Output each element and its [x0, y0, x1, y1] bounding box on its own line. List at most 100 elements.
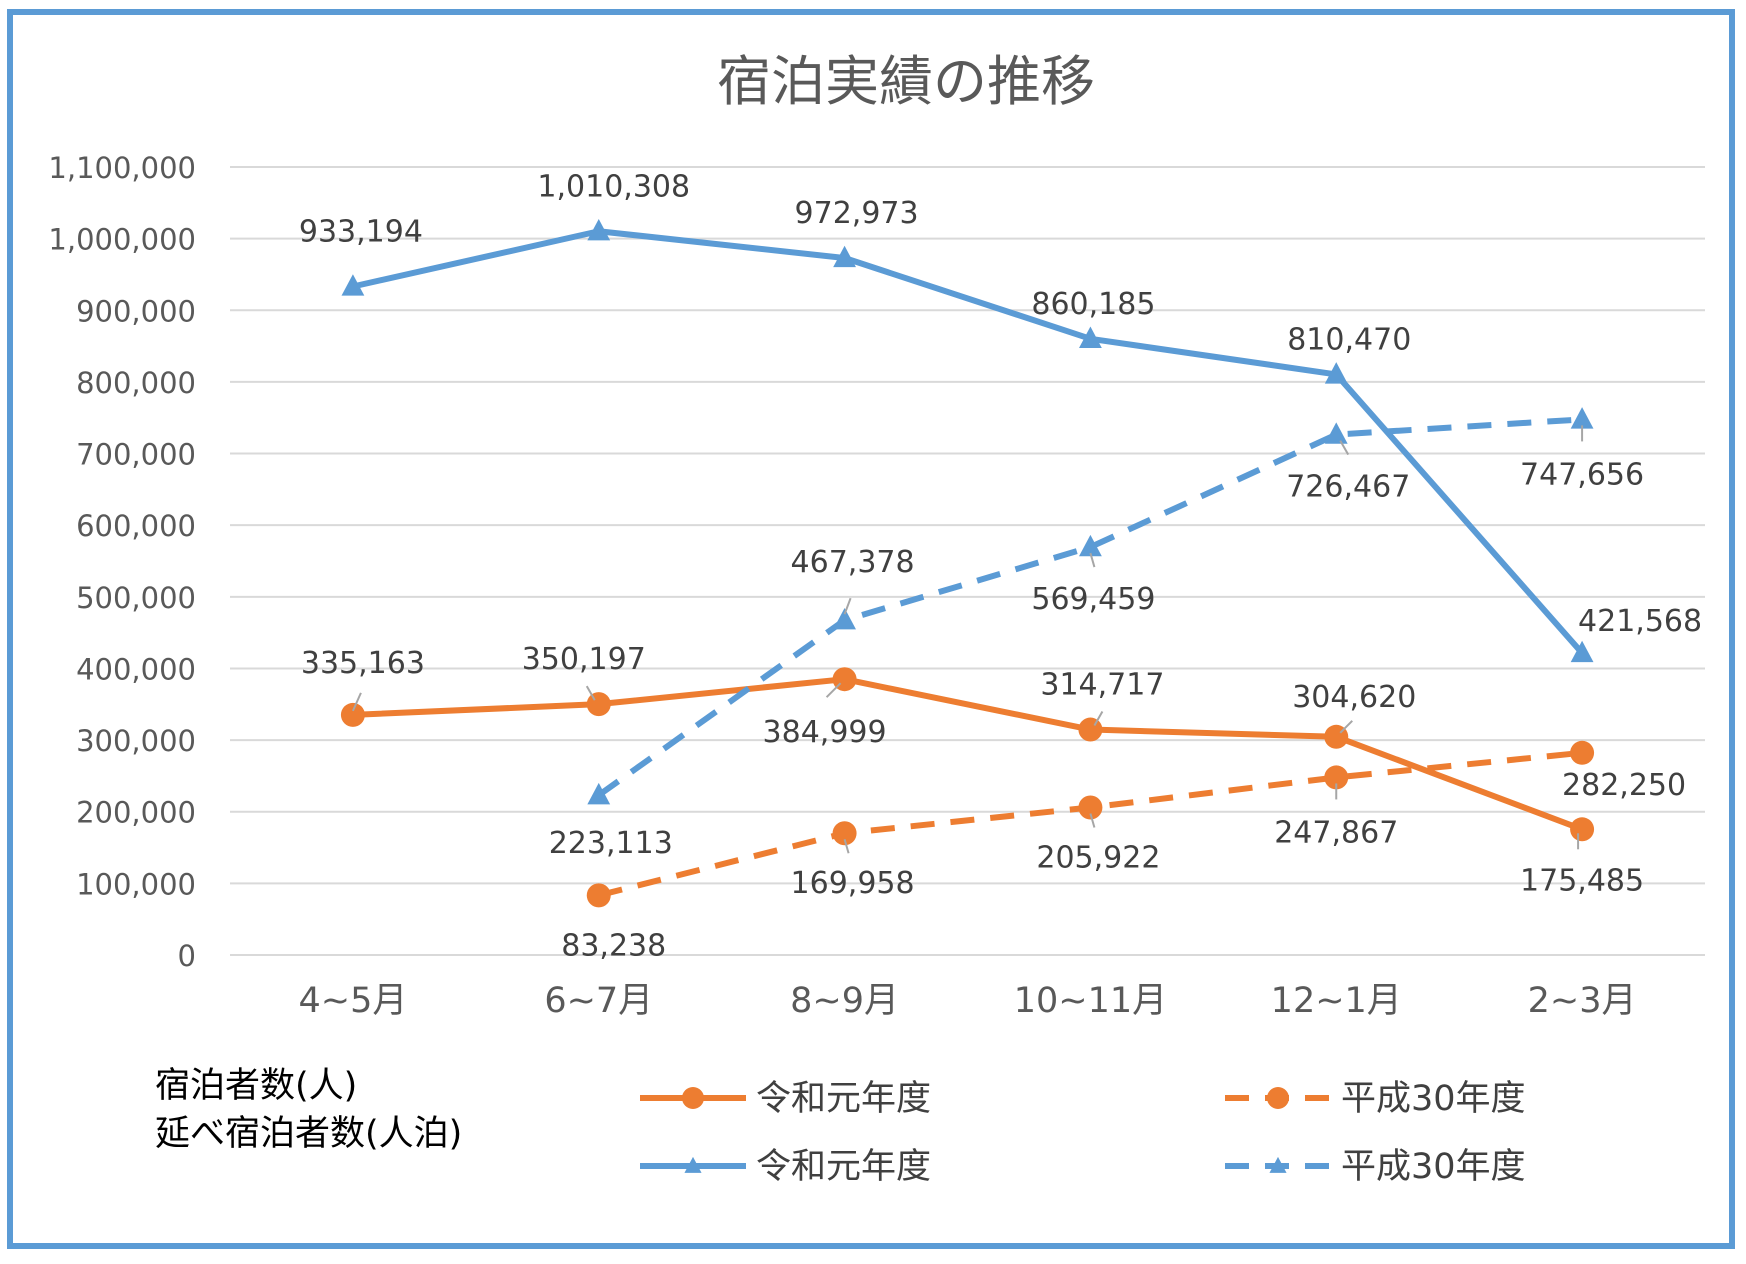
- y-tick-label: 900,000: [76, 294, 196, 328]
- gridlines: [230, 166, 1705, 956]
- data-label: 972,973: [795, 196, 919, 231]
- legend-marker: [1269, 1156, 1287, 1173]
- series-line: [352, 676, 1584, 833]
- y-tick-label: 100,000: [76, 867, 196, 901]
- legend-label: 平成30年度: [1341, 1079, 1526, 1119]
- data-point: [833, 607, 856, 630]
- label-leaders: [352, 425, 1584, 854]
- legend-entry: 平成30年度: [1225, 1079, 1526, 1119]
- data-point: [1324, 422, 1348, 444]
- data-point: [587, 219, 611, 241]
- series-2: [341, 219, 1594, 663]
- series-line: [352, 228, 1585, 655]
- x-tick-label: 6~7月: [544, 981, 653, 1021]
- data-label: 304,620: [1292, 680, 1416, 715]
- data-label: 467,378: [791, 545, 915, 580]
- data-point: [1570, 740, 1595, 765]
- label-leader: [1339, 720, 1353, 734]
- label-leader: [825, 682, 842, 698]
- x-axis-ticks: 4~5月 6~7月 8~9月 10~11月 12~1月 2~3月: [298, 981, 1636, 1021]
- label-leader: [843, 597, 852, 615]
- data-label: 83,238: [561, 928, 666, 963]
- legend-label: 令和元年度: [756, 1147, 931, 1187]
- y-tick-label: 500,000: [76, 581, 196, 615]
- data-label: 569,459: [1031, 582, 1155, 617]
- x-tick-label: 2~3月: [1528, 981, 1637, 1021]
- y-tick-label: 400,000: [76, 652, 196, 686]
- data-label: 747,656: [1520, 457, 1644, 492]
- data-point: [1324, 362, 1348, 384]
- data-point: [587, 782, 611, 805]
- label-leader: [352, 692, 362, 712]
- label-leader: [585, 685, 596, 701]
- data-point: [586, 883, 611, 908]
- legend-marker: [1267, 1087, 1289, 1109]
- data-label: 175,485: [1520, 863, 1644, 898]
- data-point: [341, 274, 365, 296]
- data-point: [586, 692, 611, 717]
- data-label: 421,568: [1578, 604, 1702, 639]
- chart-title: 宿泊実績の推移: [717, 50, 1095, 113]
- data-point: [1324, 765, 1349, 790]
- series-3: [587, 407, 1594, 805]
- label-leader: [1089, 552, 1096, 568]
- data-label: 860,185: [1031, 287, 1155, 322]
- series-description: 延べ宿泊者数(人泊): [155, 1114, 462, 1154]
- data-point: [1570, 407, 1594, 429]
- label-leader: [843, 838, 850, 854]
- x-tick-label: 8~9月: [790, 981, 899, 1021]
- y-tick-label: 600,000: [76, 509, 196, 543]
- label-leader: [1093, 711, 1104, 727]
- data-label: 314,717: [1040, 668, 1164, 703]
- y-tick-label: 0: [178, 939, 196, 973]
- series-1: [586, 740, 1595, 908]
- y-tick-label: 700,000: [76, 438, 196, 472]
- data-point: [340, 702, 365, 727]
- legend-marker: [682, 1087, 704, 1109]
- data-point: [833, 245, 856, 268]
- y-axis-ticks: 0 100,000 200,000 300,000 400,000 500,000 600,…: [48, 151, 196, 973]
- data-point: [1078, 717, 1103, 742]
- data-label: 933,194: [299, 214, 423, 249]
- data-point: [1570, 817, 1595, 842]
- legend-entry: 平成30年度: [1225, 1147, 1526, 1187]
- data-label: 223,113: [549, 826, 673, 861]
- legend-label: 令和元年度: [756, 1079, 931, 1119]
- series-descriptions: 宿泊者数(人) 延べ宿泊者数(人泊): [155, 1066, 462, 1154]
- data-point: [832, 821, 857, 846]
- data-label: 1,010,308: [537, 169, 690, 204]
- data-label: 247,867: [1274, 815, 1398, 850]
- data-point: [1079, 534, 1102, 557]
- data-label: 169,958: [791, 866, 915, 901]
- data-point: [1078, 795, 1103, 820]
- label-leader: [1339, 440, 1350, 456]
- data-label: 810,470: [1287, 322, 1411, 357]
- data-label: 384,999: [763, 715, 887, 750]
- legend-label: 平成30年度: [1341, 1147, 1526, 1187]
- data-label: 335,163: [301, 646, 425, 681]
- y-tick-label: 200,000: [76, 796, 196, 830]
- label-leader: [1089, 813, 1096, 828]
- x-tick-label: 4~5月: [298, 981, 407, 1021]
- legend-entry: 令和元年度: [640, 1147, 931, 1187]
- chart-border: [7, 9, 1735, 1249]
- data-label: 205,922: [1036, 840, 1160, 875]
- data-label: 726,467: [1286, 470, 1410, 505]
- legend-marker: [684, 1156, 702, 1173]
- data-point: [1079, 326, 1102, 348]
- data-label: 282,250: [1562, 768, 1686, 803]
- y-tick-label: 1,100,000: [48, 151, 196, 185]
- series-description: 宿泊者数(人): [155, 1066, 357, 1106]
- legend-entry: 令和元年度: [640, 1079, 931, 1119]
- y-tick-label: 300,000: [76, 724, 196, 758]
- data-labels: 335,163 350,197 384,999 314,717 304,620 175,4…: [299, 169, 1702, 963]
- data-label: 350,197: [522, 642, 646, 677]
- series-line: [597, 416, 1583, 798]
- y-tick-label: 800,000: [76, 366, 196, 400]
- data-point: [1570, 640, 1594, 663]
- y-tick-label: 1,000,000: [48, 223, 196, 257]
- x-tick-label: 10~11月: [1014, 981, 1167, 1021]
